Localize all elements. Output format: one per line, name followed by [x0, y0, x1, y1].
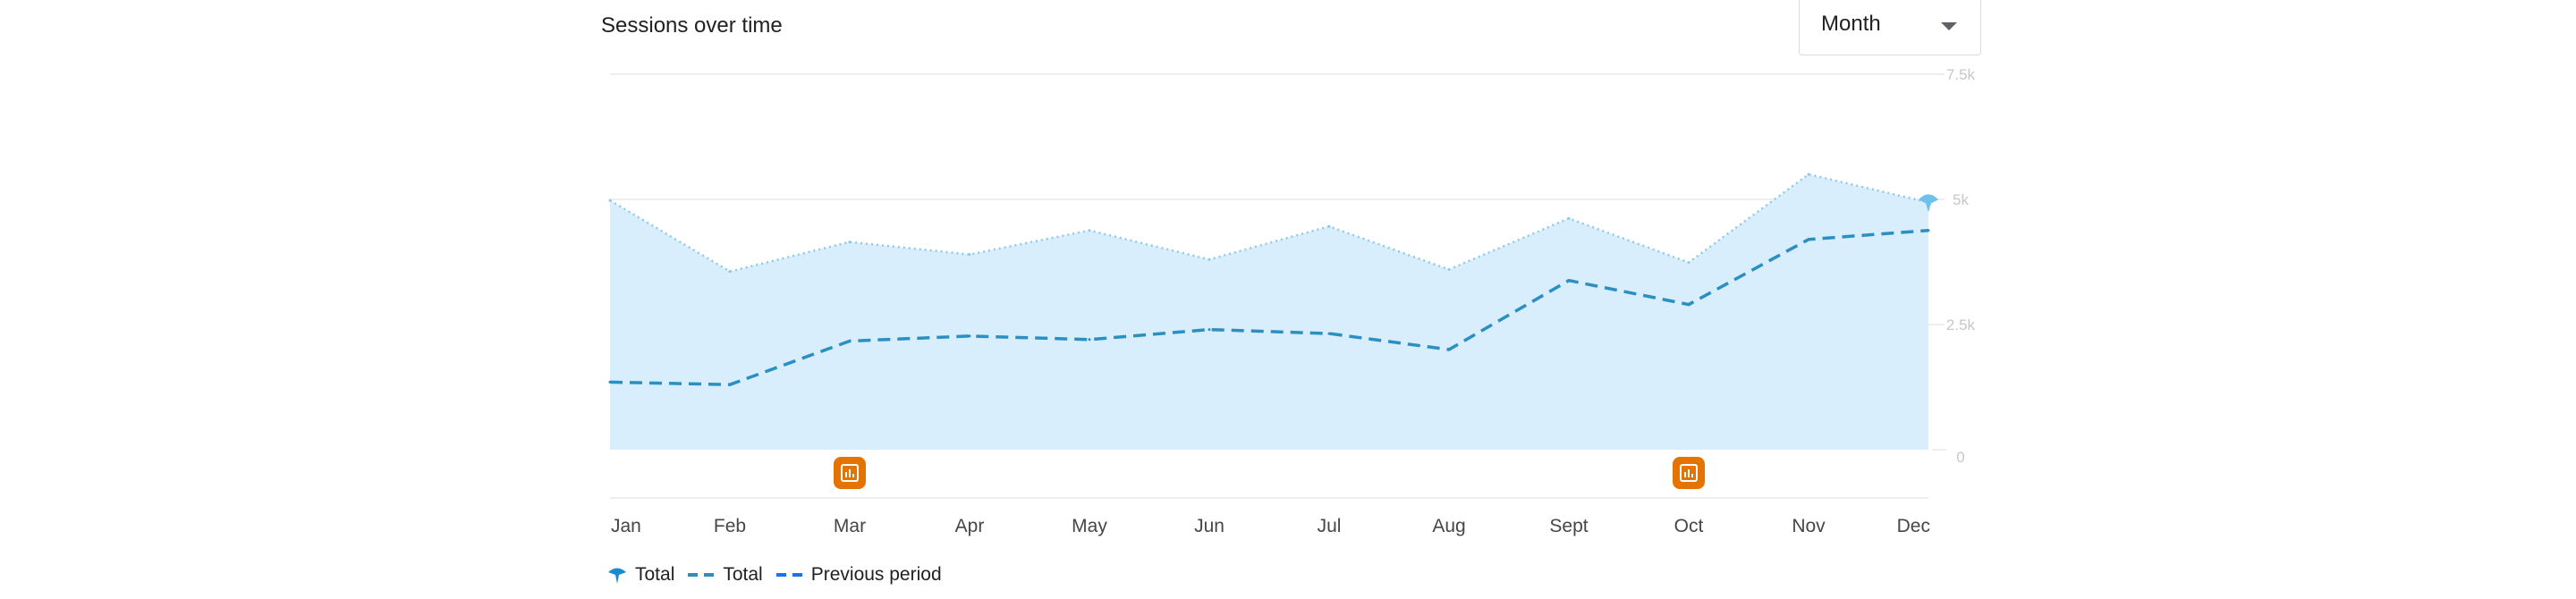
series-total-dashed-point: [1927, 229, 1930, 232]
series-total-dashed-point: [1807, 238, 1810, 241]
pin-icon: [608, 568, 626, 584]
series-total-point: [1807, 173, 1810, 176]
x-tick-label: Oct: [1674, 516, 1704, 536]
series-total-point: [1327, 224, 1331, 228]
x-tick-label: Jan: [611, 516, 641, 536]
annotation-icon-frame: [841, 464, 859, 482]
series-total-point: [608, 198, 612, 202]
series-total-dashed-point: [968, 334, 971, 338]
series-total-point: [728, 270, 732, 274]
series-total-point: [1088, 229, 1091, 232]
dash-marker: [688, 573, 716, 577]
period-dropdown[interactable]: Month: [1799, 0, 1981, 55]
annotation-icon-frame: [1680, 464, 1698, 482]
series-total-point: [1687, 261, 1690, 265]
legend-label: Total: [723, 564, 763, 585]
pin-icon: [1919, 194, 1938, 213]
y-tick-label: 2.5k: [1946, 316, 1976, 333]
y-tick-label: 5k: [1953, 191, 1969, 208]
line-layer: [608, 228, 1930, 386]
annotation-marker: [1673, 457, 1705, 489]
legend-item-total-dash[interactable]: Total: [687, 564, 763, 586]
y-tick-label: 7.5k: [1946, 66, 1976, 83]
series-total-point: [1447, 267, 1451, 271]
chart-legend: Total Total Previous period: [606, 563, 954, 586]
x-tick-label: Jun: [1194, 516, 1224, 536]
series-total-area-outline: [609, 173, 1929, 273]
chevron-down-icon: [1941, 22, 1957, 30]
series-total-dashed: [609, 228, 1929, 386]
x-tick-label: Apr: [955, 516, 985, 536]
x-tick-label: May: [1072, 516, 1107, 536]
series-total-dashed-point: [1447, 348, 1451, 351]
x-tick-label: Sept: [1549, 516, 1588, 536]
x-tick-label: Dec: [1897, 516, 1930, 536]
series-total-dashed-point: [1567, 279, 1571, 283]
legend-item-previous-period[interactable]: Previous period: [775, 564, 942, 586]
x-tick-label: Jul: [1318, 516, 1342, 536]
x-tick-label: Aug: [1432, 516, 1465, 536]
series-total-dashed-point: [1088, 338, 1091, 342]
annotation-marker: [834, 457, 866, 489]
y-tick-layer: 0 2.5k 5k 7.5k: [1946, 66, 1976, 466]
series-total-dashed-point: [608, 380, 612, 384]
period-dropdown-value: Month: [1821, 12, 1881, 36]
chart-title: Sessions over time: [601, 13, 783, 38]
annotation-layer: [834, 457, 1705, 489]
series-total-point: [1208, 257, 1211, 261]
dash-marker: [775, 573, 803, 577]
legend-label: Total: [635, 564, 675, 585]
area-layer: [608, 173, 1938, 450]
legend-label: Previous period: [810, 564, 942, 585]
y-tick-label: 0: [1956, 449, 1964, 466]
series-total-dashed-point: [1687, 303, 1690, 307]
series-total-dashed-point: [1208, 328, 1211, 332]
series-total-area: [610, 174, 1928, 450]
x-tick-label: Feb: [714, 516, 746, 536]
series-total-point: [1567, 216, 1571, 220]
series-total-point: [968, 253, 971, 257]
series-total-point: [848, 240, 852, 244]
x-tick-layer: Jan Feb Mar Apr May Jun Jul Aug Sept Oct Nov Dec: [611, 516, 1930, 536]
series-total-dashed-point: [848, 339, 852, 342]
x-tick-label: Mar: [834, 516, 866, 536]
x-tick-label: Nov: [1792, 516, 1826, 536]
series-total-dashed-point: [1327, 332, 1331, 335]
legend-item-total-pin[interactable]: Total: [606, 564, 674, 586]
series-total-dashed-point: [728, 383, 732, 386]
